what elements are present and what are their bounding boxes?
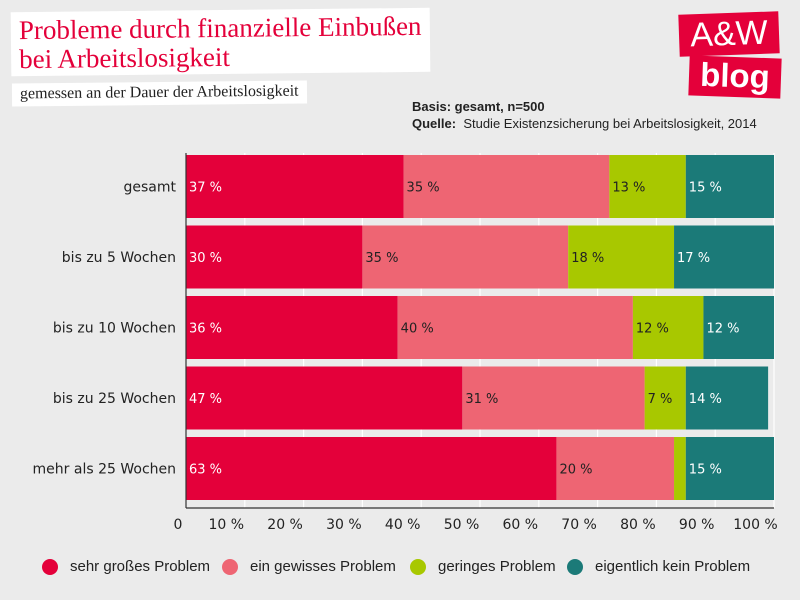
bar-segment	[685, 155, 774, 218]
legend-label: ein gewisses Problem	[250, 558, 396, 575]
x-tick-label: 20 %	[267, 517, 303, 533]
x-tick-label: 90 %	[679, 517, 715, 533]
x-tick-label: 40 %	[385, 517, 421, 533]
bar-value-label: 7 %	[648, 392, 673, 407]
category-label: mehr als 25 Wochen	[33, 462, 176, 478]
bar-value-label: 14 %	[689, 392, 722, 407]
bar-segment	[462, 366, 645, 430]
bar-value-label: 15 %	[689, 463, 722, 478]
bar-value-label: 63 %	[189, 463, 222, 478]
legend-swatch	[567, 558, 583, 575]
bar-segment	[703, 296, 774, 359]
legend-label: eigentlich kein Problem	[595, 558, 751, 575]
bar-segment	[186, 225, 363, 289]
x-tick-label: 50 %	[444, 517, 480, 533]
bar-segment	[674, 225, 774, 289]
bar-value-label: 18 %	[571, 251, 604, 266]
bar-segment	[632, 296, 704, 359]
bar-value-label: 30 %	[189, 251, 222, 266]
bar-segment	[186, 366, 463, 430]
source-info: Basis: gesamt, n=500 Quelle: Studie Exis…	[412, 98, 757, 132]
bar-value-label: 15 %	[689, 181, 722, 196]
bar-segment	[186, 296, 398, 359]
basis-label: Basis: gesamt, n=500	[412, 99, 545, 114]
x-tick-label: 0	[174, 517, 183, 533]
bar-value-label: 17 %	[677, 251, 710, 266]
bar-value-label: 12 %	[706, 322, 739, 337]
category-label: bis zu 10 Wochen	[53, 321, 176, 337]
bar-segment	[186, 437, 557, 500]
legend-item: geringes Problem	[410, 558, 556, 575]
source-text: Studie Existenzsicherung bei Arbeitslosi…	[463, 116, 757, 131]
bar-segment	[674, 437, 686, 500]
bar-segment	[362, 225, 569, 289]
category-label: bis zu 5 Wochen	[62, 250, 176, 266]
bar-segment	[685, 366, 769, 430]
x-tick-label: 80 %	[620, 517, 656, 533]
bar-segment	[186, 155, 404, 218]
legend-swatch	[222, 558, 238, 575]
bar-segment	[685, 437, 774, 500]
bar-value-label: 12 %	[636, 322, 669, 337]
legend-label: sehr großes Problem	[70, 558, 211, 575]
category-label: gesamt	[124, 180, 177, 196]
legend-label: geringes Problem	[438, 558, 556, 575]
bar-segment	[403, 155, 610, 218]
legend-swatch	[42, 558, 58, 575]
bar-segment	[568, 225, 675, 289]
bar-value-label: 20 %	[559, 463, 592, 478]
legend-item: eigentlich kein Problem	[567, 558, 750, 575]
bar-value-label: 47 %	[189, 392, 222, 407]
bar-value-label: 36 %	[189, 322, 222, 337]
legend-item: sehr großes Problem	[42, 558, 210, 575]
x-tick-label: 100 %	[733, 517, 777, 533]
bar-value-label: 13 %	[612, 181, 645, 196]
chart-legend: sehr großes Problem ein gewisses Problem g…	[0, 558, 800, 582]
x-tick-label: 10 %	[209, 517, 245, 533]
bar-value-label: 35 %	[407, 181, 440, 196]
bar-value-label: 35 %	[365, 251, 398, 266]
bar-value-label: 37 %	[189, 181, 222, 196]
bar-segment	[609, 155, 686, 218]
bar-value-label: 40 %	[401, 322, 434, 337]
legend-swatch	[410, 558, 426, 575]
legend-item: ein gewisses Problem	[222, 558, 396, 575]
category-label: bis zu 25 Wochen	[53, 391, 176, 407]
bar-segment	[556, 437, 675, 500]
bar-segment	[397, 296, 633, 359]
x-tick-label: 30 %	[326, 517, 362, 533]
bar-value-label: 31 %	[465, 392, 498, 407]
source-label: Quelle:	[412, 116, 457, 131]
bar-segment	[644, 366, 686, 430]
x-tick-label: 70 %	[561, 517, 597, 533]
x-tick-label: 60 %	[503, 517, 539, 533]
